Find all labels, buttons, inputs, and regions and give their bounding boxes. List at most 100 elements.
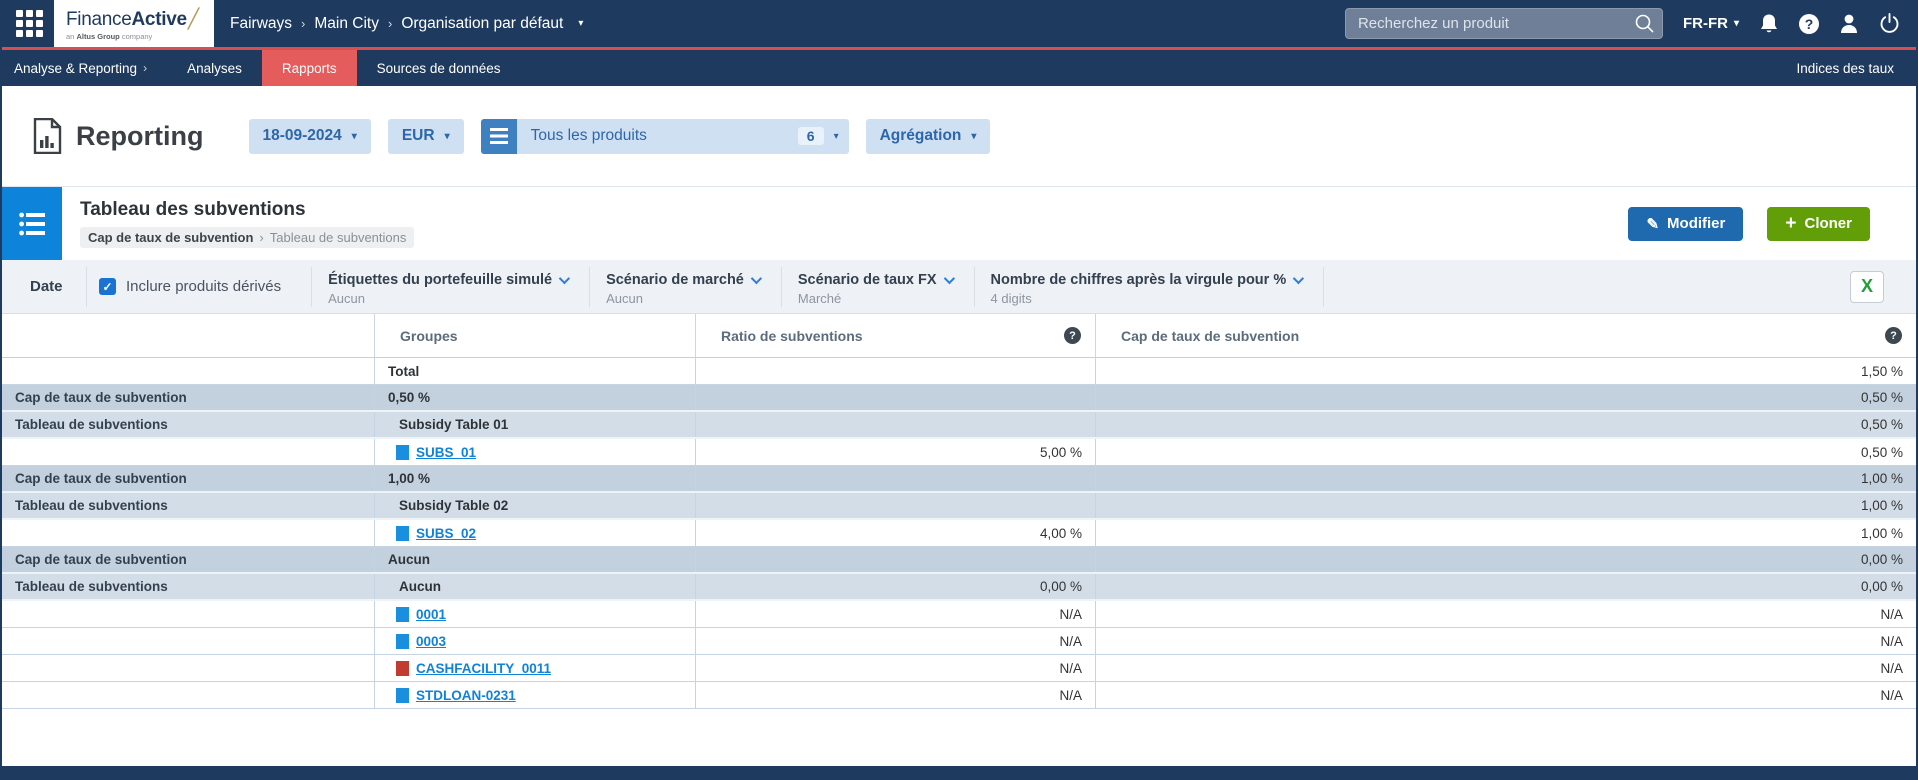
product-link[interactable]: SUBS_02 bbox=[396, 525, 476, 541]
chevron-down-icon: ▾ bbox=[971, 130, 977, 142]
table-row: Tableau de subventions Aucun 0,00 % 0,00 % bbox=[2, 574, 1916, 601]
product-link[interactable]: 0003 bbox=[396, 633, 446, 649]
row-group-cell: STDLOAN-0231 bbox=[374, 682, 695, 708]
report-toolbar: Reporting 18-09-2024 ▾ EUR ▾ Tous les prod… bbox=[2, 86, 1916, 186]
org-breadcrumb-item[interactable]: Fairways bbox=[230, 14, 293, 32]
breadcrumb-separator: › bbox=[387, 16, 393, 31]
row-type-label bbox=[2, 682, 374, 708]
derived-products-filter[interactable]: ✓ Inclure produits dérivés bbox=[87, 278, 311, 295]
group-label: Total bbox=[388, 363, 420, 379]
row-group-cell: Total bbox=[374, 358, 695, 384]
chevron-down-icon bbox=[943, 272, 955, 284]
column-header-ratio: Ratio de subventions? bbox=[695, 314, 1095, 357]
locale-selector[interactable]: FR-FR ▾ bbox=[1682, 15, 1739, 32]
chevron-down-icon bbox=[558, 272, 571, 284]
search-icon[interactable] bbox=[1634, 13, 1655, 34]
cap-value-cell: 1,00 % bbox=[1095, 493, 1916, 518]
help-icon[interactable]: ? bbox=[1885, 327, 1902, 344]
chevron-down-icon: ▾ bbox=[351, 130, 357, 142]
footer-bar bbox=[2, 766, 1916, 780]
product-link[interactable]: SUBS_01 bbox=[396, 444, 477, 460]
ratio-value-cell bbox=[695, 466, 1095, 491]
row-type-label: Tableau de subventions bbox=[15, 498, 168, 513]
product-link[interactable]: 0001 bbox=[396, 606, 447, 622]
filter-dropdown-label: Nombre de chiffres après la virgule pour… bbox=[990, 271, 1305, 288]
product-link-label: 0001 bbox=[416, 606, 447, 622]
org-breadcrumb-item[interactable]: Main City bbox=[314, 14, 379, 32]
group-label: 1,00 % bbox=[388, 471, 431, 486]
org-breadcrumb-item[interactable]: Organisation par défaut bbox=[401, 14, 564, 32]
filter-dropdown-label-text: Scénario de marché bbox=[606, 271, 744, 288]
logo-slash-icon: ╱ bbox=[187, 8, 199, 30]
row-group-cell: CASHFACILITY_0011 bbox=[374, 655, 695, 681]
filter-separator bbox=[1323, 266, 1325, 307]
filter-dropdown-label-text: Scénario de taux FX bbox=[797, 271, 937, 288]
row-type-label bbox=[2, 520, 374, 546]
aggregation-selector[interactable]: Agrégation ▾ bbox=[865, 118, 991, 154]
logout-power-icon[interactable] bbox=[1879, 13, 1900, 34]
table-row: Total 1,50 % bbox=[2, 358, 1916, 385]
row-type-label: Tableau de subventions bbox=[15, 579, 168, 594]
chevron-down-icon: ▾ bbox=[1733, 18, 1739, 29]
user-icon[interactable] bbox=[1839, 13, 1859, 34]
ratio-value-cell bbox=[695, 547, 1095, 572]
blue-square-icon bbox=[396, 687, 409, 703]
app-grid-icon[interactable] bbox=[14, 9, 44, 39]
ratio-value-cell: 0,00 % bbox=[695, 574, 1095, 599]
filter-dropdown-label-text: Nombre de chiffres après la virgule pour… bbox=[990, 271, 1287, 288]
products-dropdown[interactable]: Tous les produits 6 ▾ bbox=[516, 118, 849, 154]
product-link[interactable]: STDLOAN-0231 bbox=[396, 687, 516, 703]
help-icon[interactable]: ? bbox=[1064, 327, 1081, 344]
subnav-item-analyse-reporting[interactable]: Analyse & Reporting › bbox=[2, 50, 167, 86]
clone-button[interactable]: + Cloner bbox=[1767, 206, 1870, 241]
group-label: Subsidy Table 01 bbox=[399, 417, 509, 432]
group-label: Subsidy Table 02 bbox=[399, 498, 509, 513]
checkbox-checked-icon[interactable]: ✓ bbox=[99, 278, 116, 295]
row-group-cell: Aucun bbox=[374, 574, 695, 599]
filter-dropdown[interactable]: Nombre de chiffres après la virgule pour… bbox=[975, 268, 1324, 306]
table-row: Tableau de subventions Subsidy Table 01 0,… bbox=[2, 412, 1916, 439]
subnav-item-sources-de-donn-es[interactable]: Sources de données bbox=[357, 50, 521, 86]
blue-square-icon bbox=[396, 633, 409, 649]
filter-separator bbox=[780, 266, 782, 307]
products-list-icon[interactable] bbox=[480, 118, 517, 154]
table-list-icon[interactable] bbox=[2, 186, 62, 261]
filter-dropdown[interactable]: Étiquettes du portefeuille simulé Aucun bbox=[312, 268, 589, 306]
filter-dropdown[interactable]: Scénario de marché Aucun bbox=[590, 268, 781, 306]
row-type-label: Cap de taux de subvention bbox=[15, 552, 187, 567]
row-type-label: Tableau de subventions bbox=[15, 417, 168, 432]
product-link[interactable]: CASHFACILITY_0011 bbox=[396, 660, 552, 676]
excel-export-icon[interactable]: X bbox=[1850, 270, 1884, 303]
product-link-label: SUBS_01 bbox=[416, 444, 477, 460]
cap-value-cell: 0,50 % bbox=[1095, 412, 1916, 437]
currency-selector[interactable]: EUR ▾ bbox=[387, 118, 464, 154]
subnav-item-rapports[interactable]: Rapports bbox=[261, 50, 357, 86]
section-title: Tableau des subventions bbox=[80, 199, 306, 220]
report-document-icon bbox=[32, 118, 62, 154]
row-group-cell: Aucun bbox=[374, 547, 695, 572]
search-box bbox=[1344, 8, 1663, 39]
table-row: Cap de taux de subvention 1,00 % 1,00 % bbox=[2, 466, 1916, 493]
row-type-label: Cap de taux de subvention bbox=[15, 471, 187, 486]
table-row: 0003 N/A N/A bbox=[2, 628, 1916, 655]
subnav-item-analyses[interactable]: Analyses bbox=[167, 50, 262, 86]
ratio-value-cell: N/A bbox=[695, 655, 1095, 681]
cap-value-cell: 0,00 % bbox=[1095, 574, 1916, 599]
edit-button[interactable]: ✎ Modifier bbox=[1628, 206, 1744, 241]
table-row: Cap de taux de subvention 0,50 % 0,50 % bbox=[2, 385, 1916, 412]
products-count-badge: 6 bbox=[797, 127, 824, 145]
cap-value-cell: 1,00 % bbox=[1095, 466, 1916, 491]
table-row: Tableau de subventions Subsidy Table 02 1,… bbox=[2, 493, 1916, 520]
search-input[interactable] bbox=[1344, 8, 1663, 39]
date-filter-label: Date bbox=[30, 278, 63, 295]
date-selector[interactable]: 18-09-2024 ▾ bbox=[248, 118, 371, 154]
blue-square-icon bbox=[396, 444, 409, 460]
filter-dropdown[interactable]: Scénario de taux FX Marché bbox=[782, 268, 974, 306]
help-icon[interactable]: ? bbox=[1799, 13, 1819, 34]
subnav-item-indices-des-taux[interactable]: Indices des taux bbox=[1796, 60, 1894, 76]
finance-active-logo[interactable]: FinanceActive╱ an Altus Group company bbox=[54, 0, 214, 47]
product-link-label: CASHFACILITY_0011 bbox=[416, 660, 552, 676]
notifications-bell-icon[interactable] bbox=[1759, 13, 1779, 35]
ratio-value-cell: N/A bbox=[695, 601, 1095, 627]
ratio-value-cell bbox=[695, 493, 1095, 518]
